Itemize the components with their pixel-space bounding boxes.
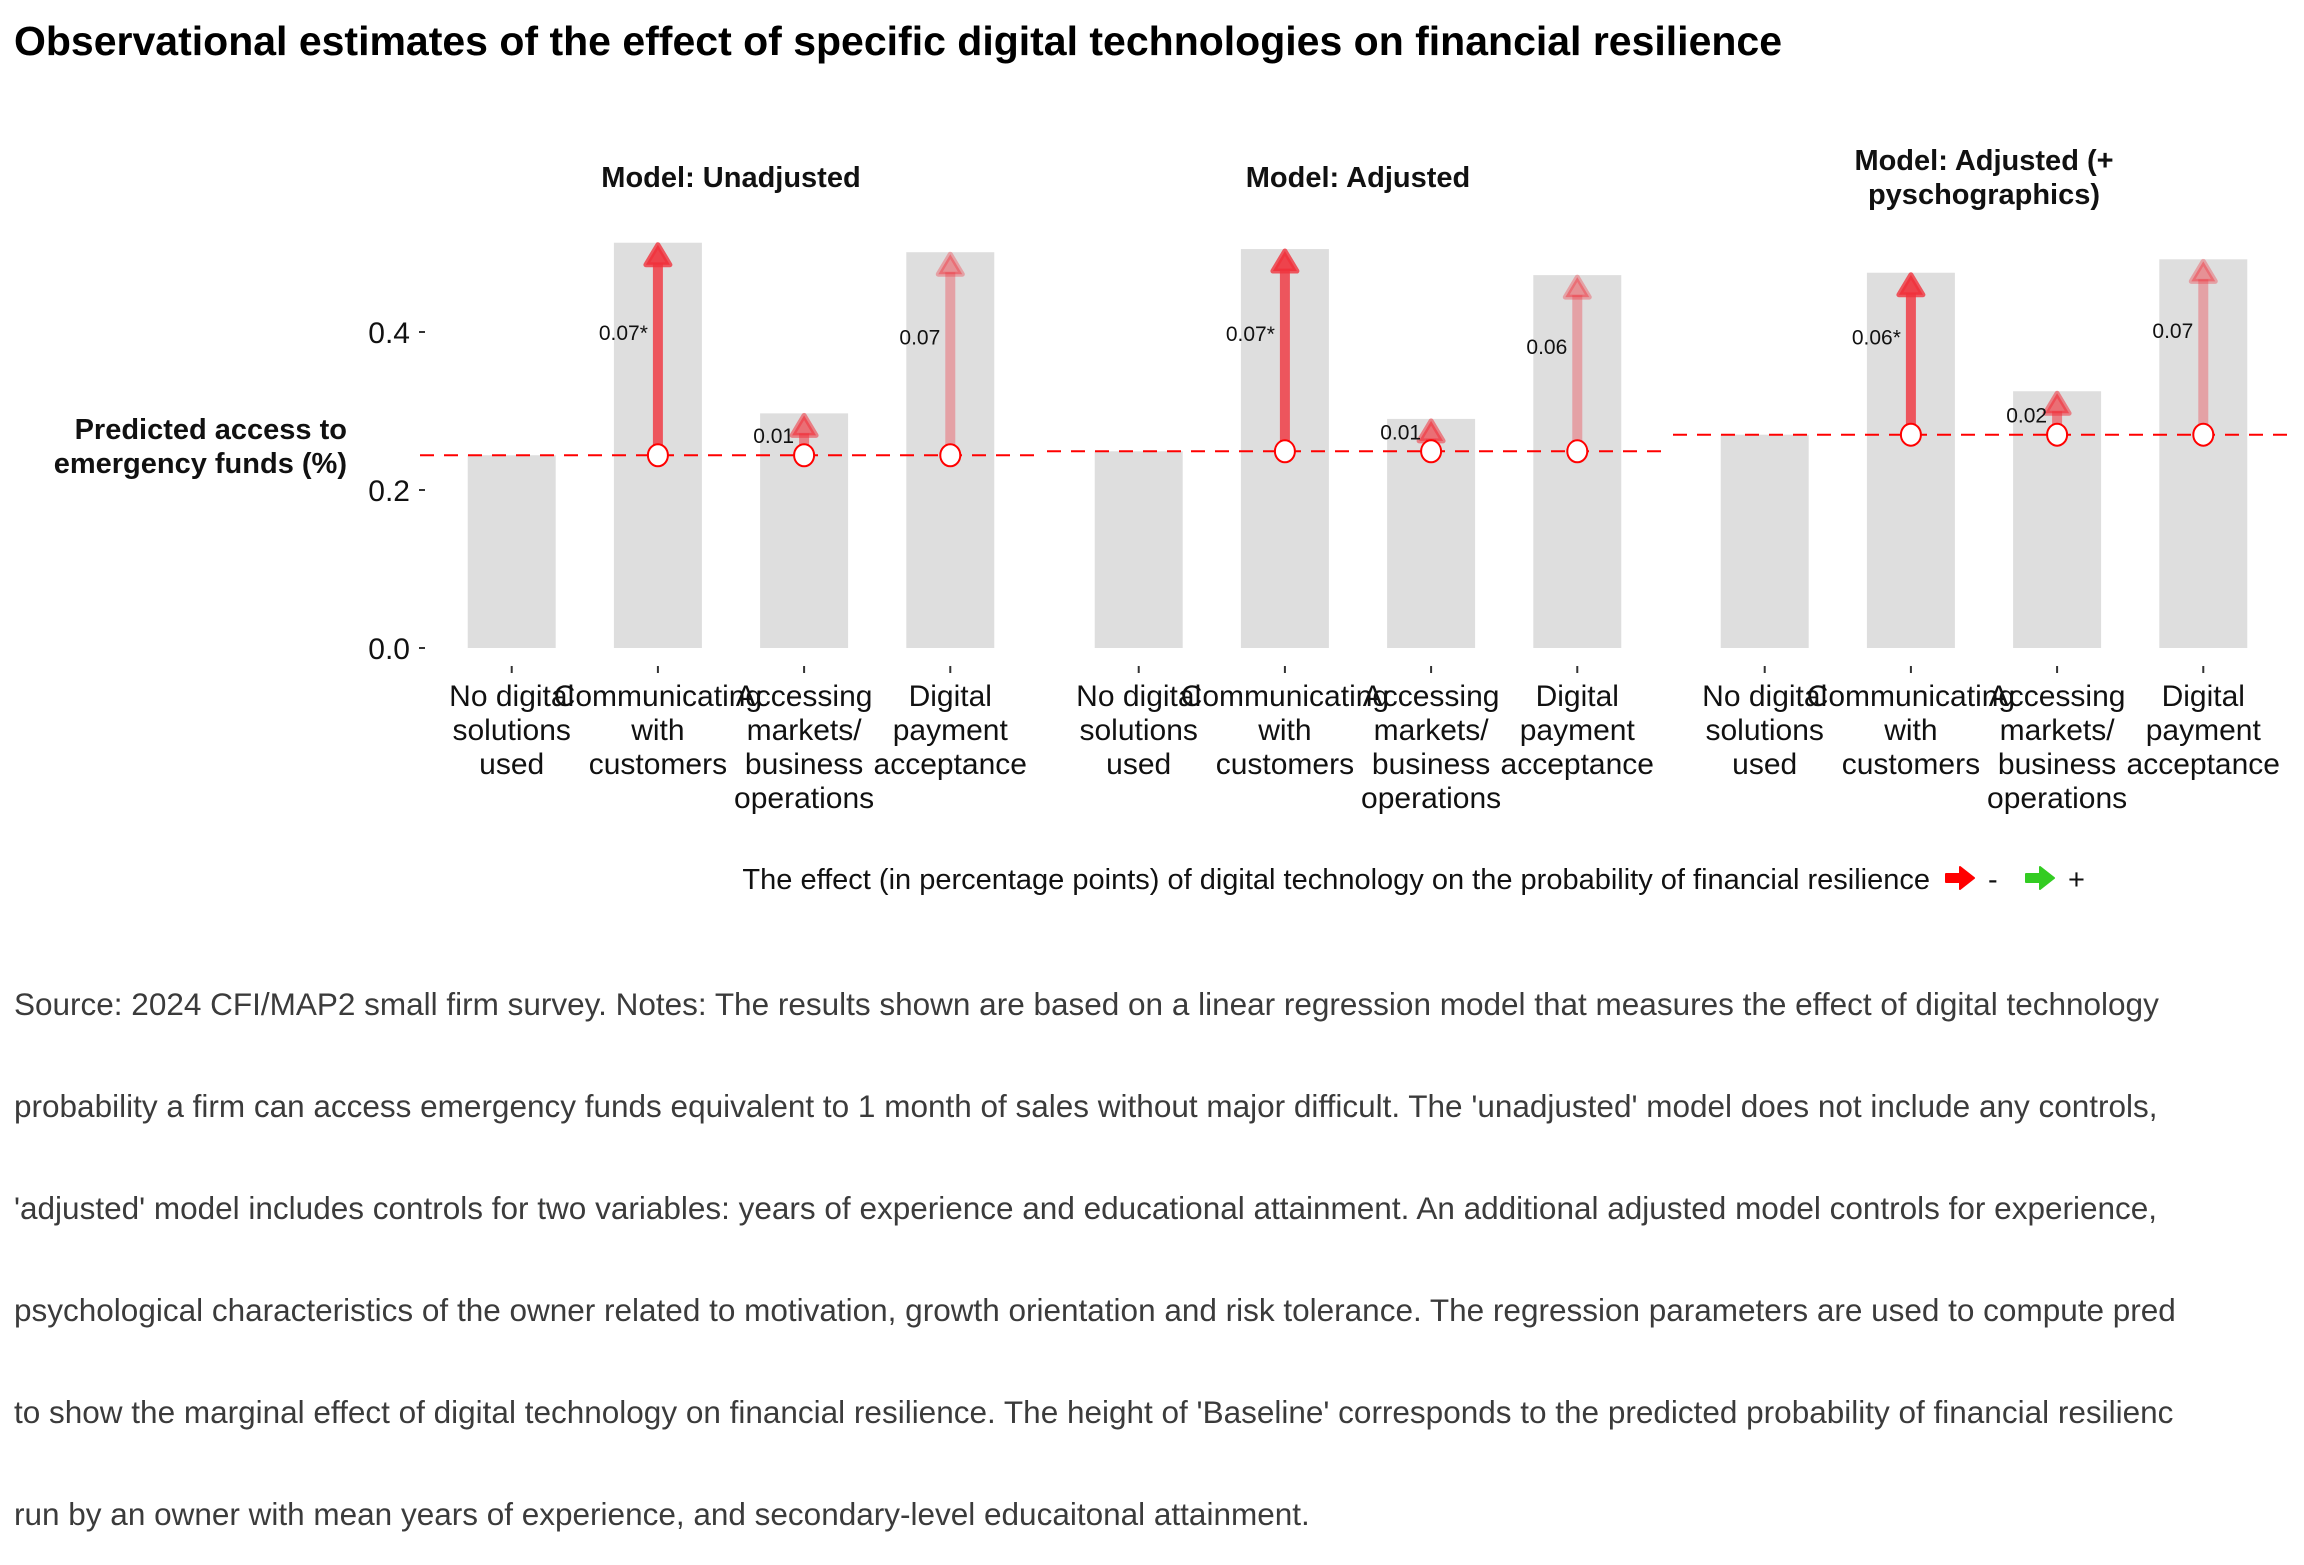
effect-label: 0.06: [1526, 336, 1567, 359]
legend-arrow-positive-icon: [2025, 866, 2055, 890]
y-tick-label: 0.2: [368, 475, 410, 508]
x-tick-label: Accessing: [736, 680, 873, 713]
x-tick-label: operations: [1987, 782, 2127, 815]
x-tick-label: with: [1257, 714, 1311, 747]
arrowhead-icon: [1562, 274, 1592, 300]
baseline-marker: [939, 443, 962, 468]
arrowhead-icon: [1896, 272, 1926, 298]
x-tick-label: acceptance: [874, 748, 1027, 781]
effect-label: 0.01: [753, 425, 794, 448]
arrowhead-icon: [2188, 258, 2218, 284]
x-tick-label: Communicating: [554, 680, 762, 713]
x-tick-label: customers: [1842, 748, 1980, 781]
effect-label: 0.06*: [1852, 327, 1901, 350]
x-tick-label: No digital: [1076, 680, 1201, 713]
baseline-marker: [2192, 422, 2215, 447]
x-tick-label: acceptance: [1501, 748, 1654, 781]
caption-line: probability a firm can access emergency …: [14, 1088, 2158, 1124]
x-tick-label: Digital: [1536, 680, 1619, 713]
effect-label: 0.07*: [599, 322, 648, 345]
x-tick-label: customers: [589, 748, 727, 781]
effect-label: 0.07: [899, 327, 940, 350]
legend-entry-label: +: [2068, 864, 2085, 896]
x-tick-label: Communicating: [1807, 680, 2015, 713]
x-tick-label: with: [1883, 714, 1937, 747]
baseline-marker: [2046, 422, 2069, 447]
arrowhead-icon: [1270, 248, 1300, 274]
y-tick-label: 0.4: [368, 317, 410, 350]
x-tick-label: customers: [1216, 748, 1354, 781]
x-tick-label: markets/: [1374, 714, 1490, 747]
legend-arrow-negative-icon: [1945, 866, 1975, 890]
x-tick-label: used: [1106, 748, 1171, 781]
x-tick-label: Accessing: [1989, 680, 2126, 713]
x-tick-label: markets/: [2000, 714, 2116, 747]
arrowhead-icon: [643, 242, 673, 268]
effect-label: 0.01: [1380, 421, 1421, 444]
y-tick-label: 0.0: [368, 633, 410, 666]
panel-3: Model: Adjusted (+pyschographics) No digi…: [1673, 145, 2295, 815]
x-tick-label: solutions: [453, 714, 571, 747]
baseline-marker: [793, 443, 816, 468]
y-axis-label-line: emergency funds (%): [54, 448, 347, 480]
caption-line: 'adjusted' model includes controls for t…: [14, 1190, 2158, 1226]
panel-1: Model: Unadjusted No digitalsolutionsused…: [420, 162, 1042, 815]
bar: [2159, 259, 2248, 648]
x-tick-label: business: [1372, 748, 1490, 781]
panel-title: pyschographics): [1868, 179, 2100, 211]
effect-label: 0.07: [2152, 320, 2193, 343]
legend-entry-label: -: [1988, 864, 1998, 896]
x-tick-label: business: [745, 748, 863, 781]
x-tick-label: operations: [1361, 782, 1501, 815]
x-tick-label: No digital: [449, 680, 574, 713]
panel-title: Model: Unadjusted: [601, 162, 860, 194]
x-tick-label: payment: [2146, 714, 2262, 747]
effect-label: 0.07*: [1226, 323, 1275, 346]
bar: [467, 455, 556, 648]
arrowhead-icon: [935, 251, 965, 277]
baseline-marker: [646, 443, 669, 468]
arrowhead-icon: [789, 412, 819, 438]
x-tick-label: payment: [893, 714, 1009, 747]
x-tick-label: No digital: [1702, 680, 1827, 713]
x-tick-label: Accessing: [1363, 680, 1500, 713]
y-axis: 0.0 0.2 0.4: [368, 317, 425, 666]
x-tick-label: solutions: [1706, 714, 1824, 747]
x-tick-label: business: [1998, 748, 2116, 781]
x-tick-label: acceptance: [2127, 748, 2280, 781]
caption-line: to show the marginal effect of digital t…: [14, 1394, 2174, 1430]
baseline-marker: [1273, 439, 1296, 464]
x-tick-label: Digital: [909, 680, 992, 713]
caption-line: psychological characteristics of the own…: [14, 1292, 2176, 1328]
panel-title: Model: Adjusted: [1246, 162, 1470, 194]
caption: Source: 2024 CFI/MAP2 small firm survey.…: [14, 919, 2304, 1565]
baseline-marker: [1420, 439, 1443, 464]
baseline-marker: [1899, 422, 1922, 447]
caption-line: run by an owner with mean years of exper…: [14, 1496, 1310, 1532]
effect-label: 0.02: [2006, 405, 2047, 428]
bar: [1720, 434, 1809, 648]
x-tick-label: operations: [734, 782, 874, 815]
bar: [1094, 451, 1183, 648]
x-tick-label: markets/: [747, 714, 863, 747]
legend-title: The effect (in percentage points) of dig…: [742, 864, 1930, 896]
x-tick-label: used: [1732, 748, 1797, 781]
x-tick-label: solutions: [1080, 714, 1198, 747]
caption-line: Source: 2024 CFI/MAP2 small firm survey.…: [14, 986, 2159, 1022]
x-tick-label: Digital: [2162, 680, 2245, 713]
arrowhead-icon: [2042, 390, 2072, 416]
baseline-marker: [1566, 439, 1589, 464]
y-axis-label-line: Predicted access to: [75, 414, 347, 446]
x-tick-label: with: [630, 714, 684, 747]
x-tick-label: used: [479, 748, 544, 781]
chart-title: Observational estimates of the effect of…: [14, 18, 1783, 64]
legend: The effect (in percentage points) of dig…: [742, 864, 2085, 896]
panel-title: Model: Adjusted (+: [1854, 145, 2113, 177]
x-tick-label: payment: [1520, 714, 1636, 747]
x-tick-label: Communicating: [1181, 680, 1389, 713]
